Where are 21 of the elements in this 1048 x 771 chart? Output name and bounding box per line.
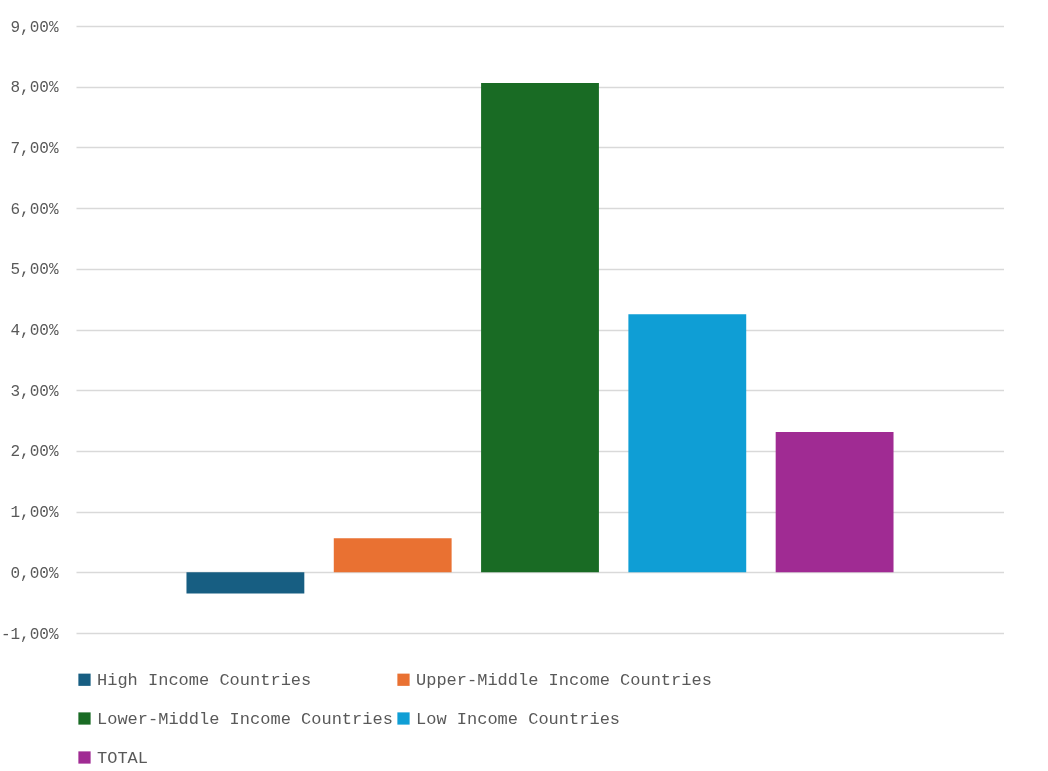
bar xyxy=(775,432,894,573)
y-tick-label: 5,00% xyxy=(10,261,59,280)
y-tick-label: 3,00% xyxy=(10,382,59,401)
y-tick-label: 7,00% xyxy=(10,139,59,158)
bar xyxy=(628,314,747,573)
legend-label: Lower-Middle Income Countries xyxy=(97,709,393,729)
bar xyxy=(186,572,305,594)
y-tick-label: 1,00% xyxy=(10,504,59,523)
legend-label: High Income Countries xyxy=(97,670,312,690)
y-tick-label: -1,00% xyxy=(0,625,59,644)
legend-label: Low Income Countries xyxy=(416,709,621,729)
y-tick-label: 9,00% xyxy=(10,18,59,37)
legend-label: Upper-Middle Income Countries xyxy=(416,670,712,690)
y-tick-label: 0,00% xyxy=(10,564,59,583)
y-tick-label: 6,00% xyxy=(10,200,59,219)
bar xyxy=(333,538,452,573)
y-tick-label: 8,00% xyxy=(10,79,59,98)
y-tick-label: 4,00% xyxy=(10,322,59,340)
legend-label: TOTAL xyxy=(97,748,149,768)
y-tick-label: 2,00% xyxy=(10,443,59,462)
bar xyxy=(481,83,599,573)
